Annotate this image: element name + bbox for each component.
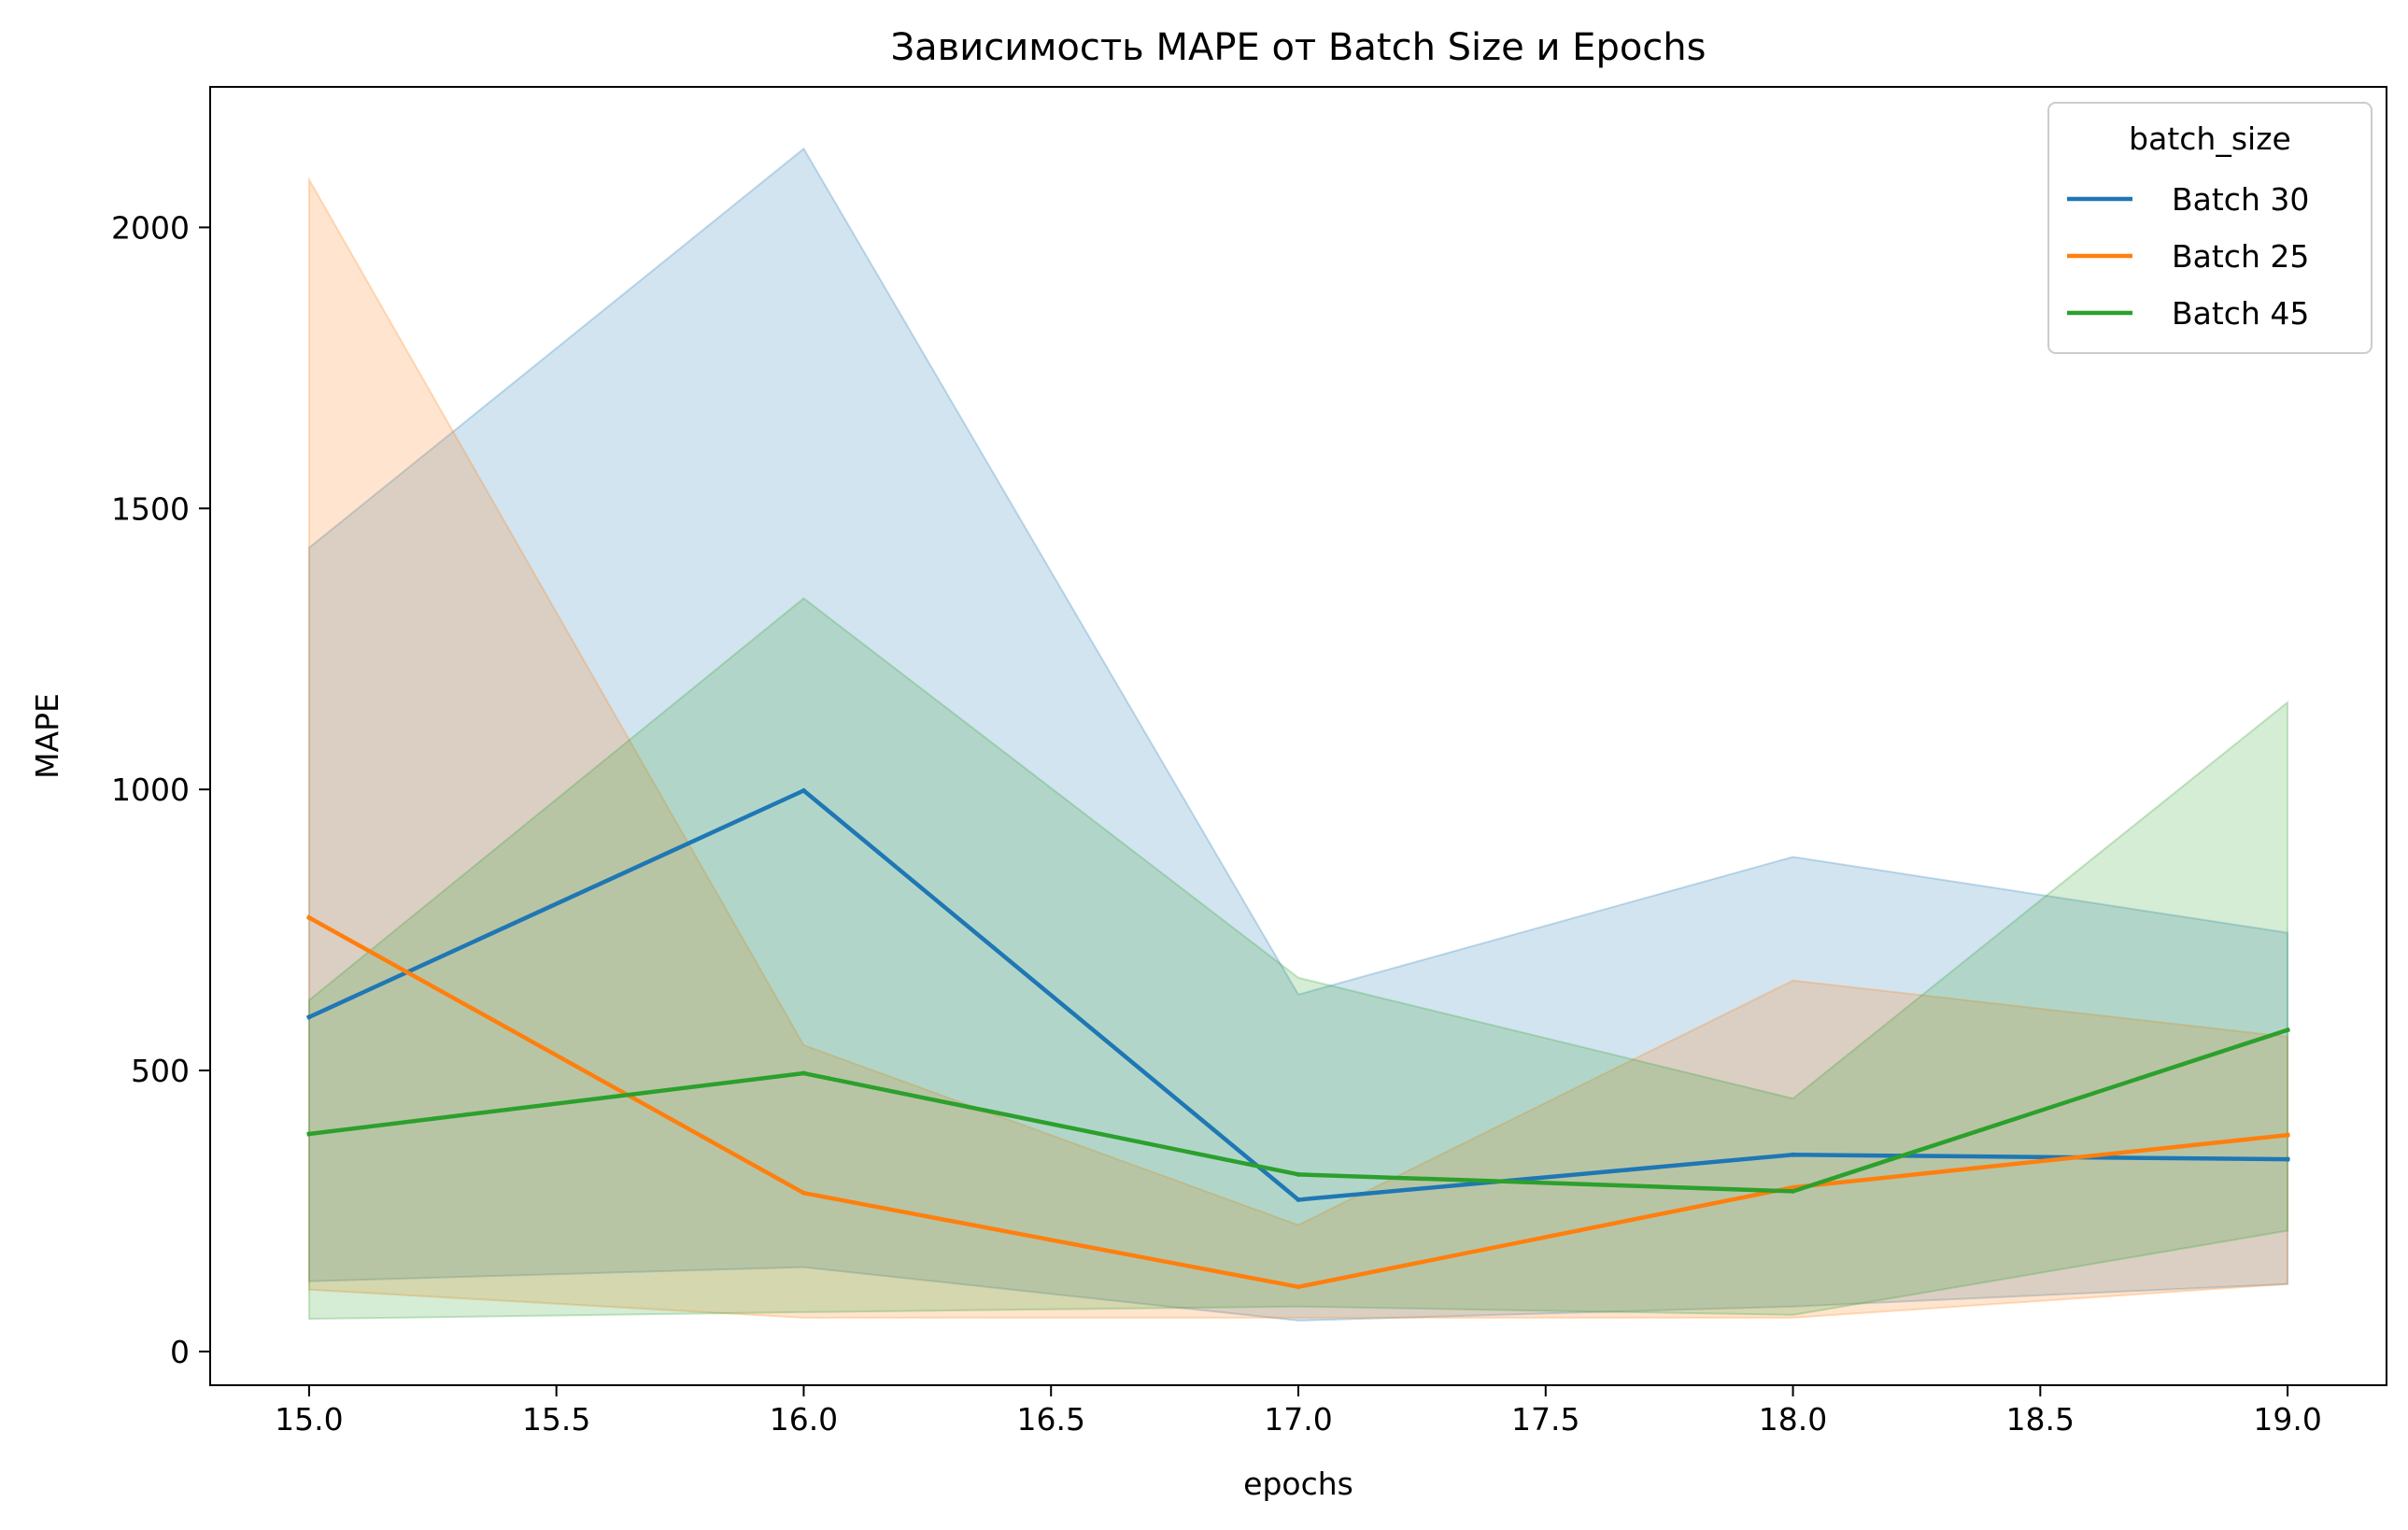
series-lines — [305, 787, 2290, 1290]
y-axis-label: MAPE — [29, 693, 65, 779]
x-tick-label: 18.5 — [2006, 1401, 2075, 1438]
data-point-batch-25 — [2285, 1132, 2290, 1138]
confidence-band-batch-30 — [307, 147, 2289, 1322]
x-axis-ticks: 15.0 15.5 16.0 16.5 17.0 17.5 18.0 18.5 19.0 — [275, 1385, 2322, 1438]
legend-box — [2047, 102, 2373, 354]
data-point-batch-45 — [2285, 1027, 2290, 1033]
y-tick-label: 500 — [131, 1053, 190, 1089]
confidence-band-batch-45 — [307, 597, 2289, 1321]
data-point-batch-30 — [1296, 1197, 1301, 1202]
legend-entries: Batch 30 Batch 25 Batch 45 — [2067, 181, 2309, 332]
x-tick-label: 17.0 — [1264, 1401, 1332, 1438]
data-point-batch-30 — [1791, 1152, 1796, 1157]
y-tick-label: 1500 — [111, 490, 190, 527]
data-point-batch-45 — [800, 1070, 806, 1076]
data-point-batch-25 — [1296, 1284, 1301, 1290]
data-point-batch-30 — [2285, 1156, 2290, 1162]
y-tick-label: 0 — [170, 1334, 190, 1370]
y-tick-label: 1000 — [111, 772, 190, 808]
legend-title: batch_size — [2129, 120, 2291, 157]
data-point-batch-45 — [306, 1131, 312, 1137]
x-tick-label: 18.0 — [1759, 1401, 1827, 1438]
x-tick-label: 15.5 — [522, 1401, 590, 1438]
x-tick-label: 16.5 — [1016, 1401, 1084, 1438]
x-tick-label: 15.0 — [275, 1401, 343, 1438]
x-tick-label: 16.0 — [770, 1401, 838, 1438]
data-point-batch-30 — [306, 1014, 312, 1020]
data-point-batch-25 — [1791, 1184, 1796, 1190]
legend-label-batch-25: Batch 25 — [2172, 238, 2309, 275]
data-point-batch-25 — [800, 1190, 806, 1196]
y-tick-label: 2000 — [111, 209, 190, 246]
chart-title: Зависимость MAPE от Batch Size и Epochs — [891, 26, 1707, 69]
confidence-bands — [307, 147, 2289, 1322]
x-tick-label: 19.0 — [2253, 1401, 2321, 1438]
data-point-batch-45 — [1296, 1171, 1301, 1177]
confidence-band-batch-25 — [307, 176, 2289, 1319]
x-axis-label: epochs — [1243, 1466, 1353, 1502]
data-point-batch-45 — [1791, 1188, 1796, 1194]
data-point-batch-25 — [306, 914, 312, 920]
legend: batch_size Batch 30 Batch 25 Batch 45 — [2047, 102, 2373, 354]
legend-label-batch-45: Batch 45 — [2172, 295, 2309, 332]
legend-label-batch-30: Batch 30 — [2172, 181, 2309, 218]
x-tick-label: 17.5 — [1511, 1401, 1579, 1438]
data-point-batch-30 — [800, 787, 806, 793]
y-axis-ticks: 0 500 1000 1500 2000 — [111, 209, 210, 1370]
